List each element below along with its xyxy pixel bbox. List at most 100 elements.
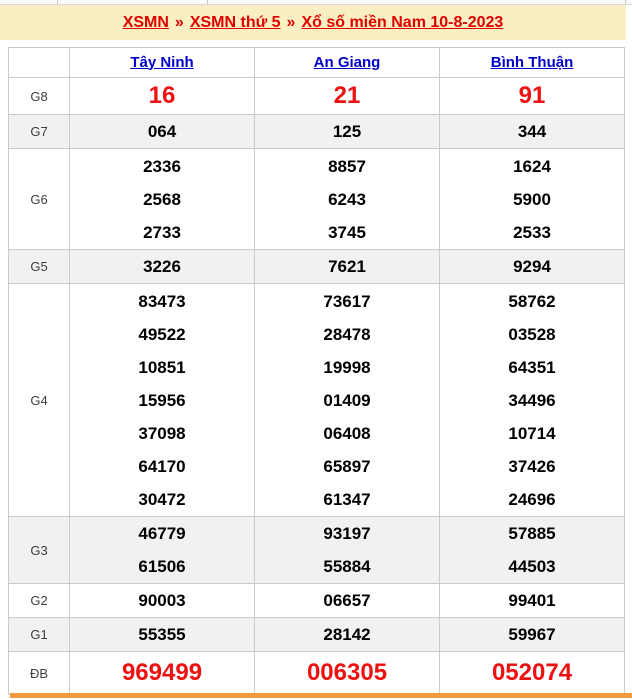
- prize-number: 44503: [508, 557, 556, 576]
- prize-number: 19998: [323, 357, 371, 377]
- prize-number: 01409: [323, 390, 371, 410]
- prize-label: ĐB: [8, 651, 70, 695]
- lottery-results-table: Tây Ninh An Giang Bình Thuận G8 16 21 91 G7 064…: [8, 47, 625, 695]
- prize-number: 10714: [508, 423, 556, 443]
- prize-number: 55355: [138, 625, 186, 644]
- prize-cell: 006305: [254, 651, 440, 695]
- prize-cell: 99401: [439, 583, 625, 618]
- prize-number: 2533: [513, 222, 551, 242]
- prize-number: 2733: [143, 222, 181, 242]
- prize-row: G2 90003 06657 99401: [8, 583, 625, 618]
- prize-cell: 93197 55884: [254, 516, 440, 584]
- prize-number: 93197: [323, 524, 371, 543]
- prize-number: 99401: [508, 591, 556, 610]
- prize-cell: 969499: [69, 651, 255, 695]
- prize-cell: 55355: [69, 617, 255, 652]
- province-header: Bình Thuận: [439, 47, 625, 78]
- prize-number: 3745: [328, 222, 366, 242]
- prize-row: G3 46779 61506 93197 55884 57885 44503: [8, 516, 625, 584]
- prize-number: 006305: [306, 659, 388, 686]
- prize-number: 49522: [138, 324, 186, 344]
- prize-cell: 59967: [439, 617, 625, 652]
- prize-number: 37426: [508, 456, 556, 476]
- prize-number: 2336: [143, 156, 181, 176]
- prize-number: 052074: [491, 659, 573, 686]
- prize-number: 55884: [323, 557, 371, 576]
- prize-cell: 052074: [439, 651, 625, 695]
- prize-number: 03528: [508, 324, 556, 344]
- province-link[interactable]: Tây Ninh: [130, 53, 194, 71]
- province-link[interactable]: An Giang: [313, 53, 381, 71]
- prize-cell: 9294: [439, 249, 625, 284]
- prize-number: 28478: [323, 324, 371, 344]
- prize-label: G7: [8, 114, 70, 149]
- prize-number: 59967: [508, 625, 556, 644]
- prize-number: 61347: [323, 489, 371, 509]
- breadcrumb-link[interactable]: XSMN: [122, 14, 169, 31]
- prize-number: 57885: [508, 524, 556, 543]
- prize-number: 24696: [508, 489, 556, 509]
- prize-number: 9294: [513, 257, 551, 276]
- prize-number: 61506: [138, 557, 186, 576]
- prize-row: G1 55355 28142 59967: [8, 617, 625, 652]
- prize-number: 65897: [323, 456, 371, 476]
- prize-cell: 8857 6243 3745: [254, 148, 440, 250]
- prize-row: G5 3226 7621 9294: [8, 249, 625, 284]
- prize-label: G6: [8, 148, 70, 250]
- prize-row: G8 16 21 91: [8, 77, 625, 115]
- prize-label: G5: [8, 249, 70, 284]
- prize-number: 2568: [143, 189, 181, 209]
- remnant-border-tick: [207, 0, 208, 4]
- prize-cell: 344: [439, 114, 625, 149]
- prize-number: 3226: [143, 257, 181, 276]
- prize-row: G7 064 125 344: [8, 114, 625, 149]
- cropped-table-remnant: [0, 0, 632, 5]
- prize-row: G4 83473 49522 10851 15956 37098 64170 30472 736…: [8, 283, 625, 517]
- prize-cell: 1624 5900 2533: [439, 148, 625, 250]
- prize-number: 64351: [508, 357, 556, 377]
- prize-row: ĐB 969499 006305 052074: [8, 651, 625, 695]
- prize-cell: 73617 28478 19998 01409 06408 65897 61347: [254, 283, 440, 517]
- prize-number: 15956: [138, 390, 186, 410]
- prize-number: 10851: [138, 357, 186, 377]
- prize-number: 969499: [121, 659, 203, 686]
- remnant-border-tick: [625, 0, 626, 4]
- prize-cell: 90003: [69, 583, 255, 618]
- prize-number: 1624: [513, 156, 551, 176]
- prize-cell: 3226: [69, 249, 255, 284]
- prize-number: 46779: [138, 524, 186, 543]
- prize-number: 83473: [138, 291, 186, 311]
- prize-number: 8857: [328, 156, 366, 176]
- province-header: An Giang: [254, 47, 440, 78]
- province-header-row: Tây Ninh An Giang Bình Thuận: [8, 47, 625, 78]
- province-link[interactable]: Bình Thuận: [490, 53, 574, 71]
- prize-number: 28142: [323, 625, 371, 644]
- prize-label: G4: [8, 283, 70, 517]
- breadcrumb-separator: »: [174, 14, 184, 31]
- prize-cell: 28142: [254, 617, 440, 652]
- prize-number: 7621: [328, 257, 366, 276]
- prize-cell: 46779 61506: [69, 516, 255, 584]
- prize-number: 06657: [323, 591, 371, 610]
- prize-number: 5900: [513, 189, 551, 209]
- prize-number: 91: [518, 82, 546, 109]
- prize-number: 16: [148, 82, 176, 109]
- prize-number: 344: [517, 122, 547, 141]
- province-header: Tây Ninh: [69, 47, 255, 78]
- prize-number: 37098: [138, 423, 186, 443]
- prize-number: 06408: [323, 423, 371, 443]
- prize-number: 64170: [138, 456, 186, 476]
- prize-cell: 58762 03528 64351 34496 10714 37426 24696: [439, 283, 625, 517]
- prize-cell: 064: [69, 114, 255, 149]
- prize-number: 73617: [323, 291, 371, 311]
- prize-label: G1: [8, 617, 70, 652]
- breadcrumb-link[interactable]: Xổ số miền Nam 10-8-2023: [301, 14, 504, 31]
- prize-number: 21: [333, 82, 361, 109]
- prize-label: G8: [8, 77, 70, 115]
- prize-number: 90003: [138, 591, 186, 610]
- prize-cell: 57885 44503: [439, 516, 625, 584]
- orange-divider: [10, 693, 632, 698]
- prize-number: 30472: [138, 489, 186, 509]
- breadcrumb-link[interactable]: XSMN thứ 5: [189, 14, 281, 31]
- prize-cell: 7621: [254, 249, 440, 284]
